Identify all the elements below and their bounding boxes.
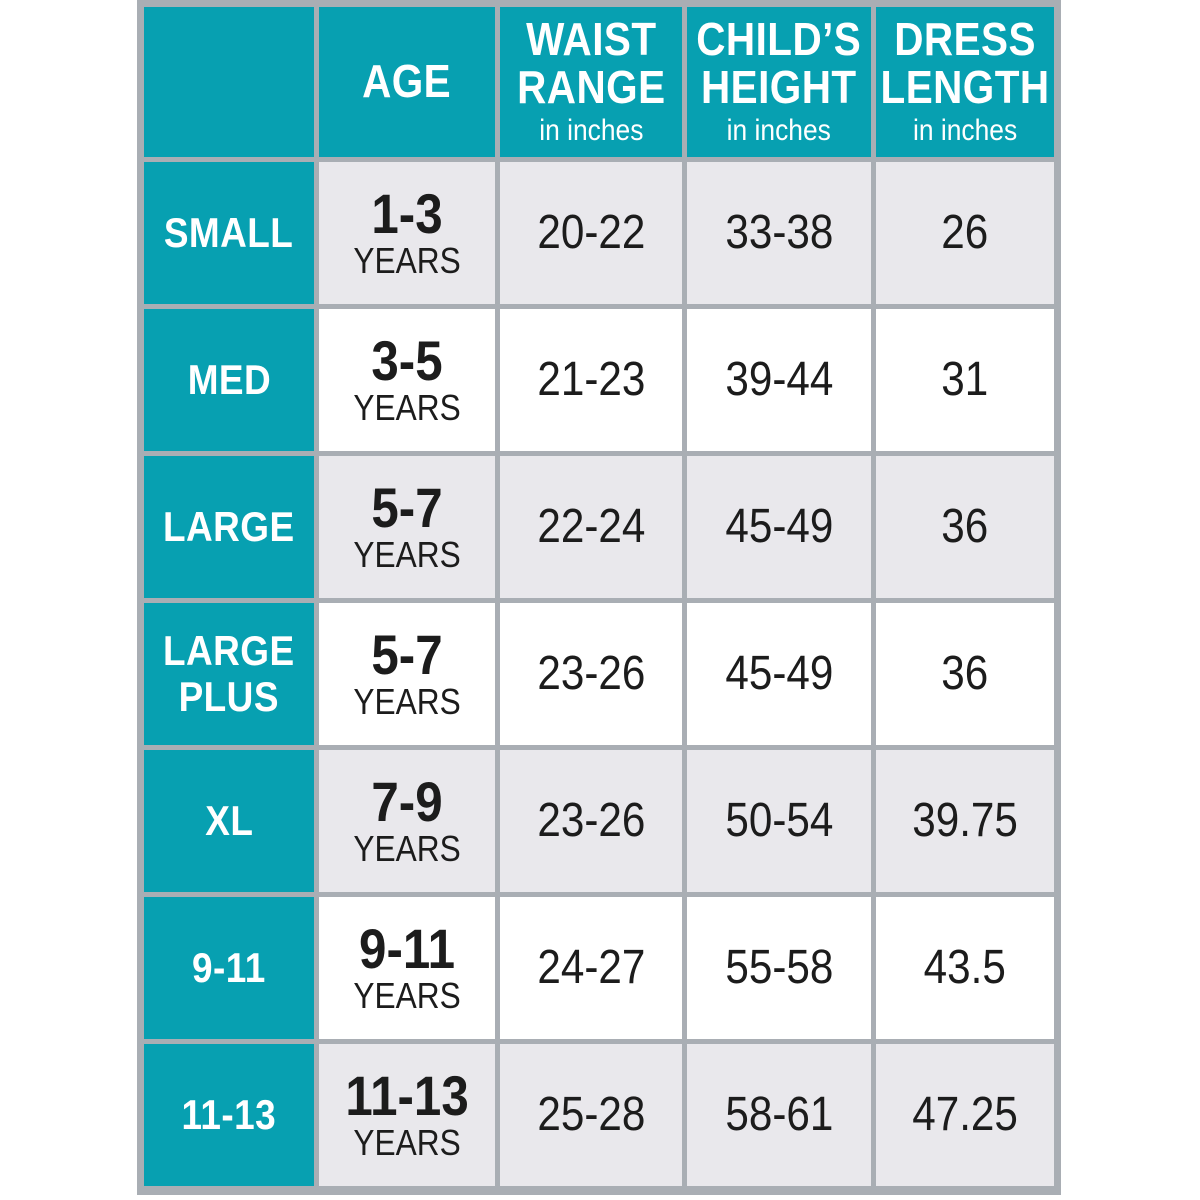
age-value: 5-7 <box>371 623 443 687</box>
size-label: 9-11 <box>192 943 266 991</box>
large-length-cell: 36 <box>876 456 1054 598</box>
waist-value: 24-27 <box>536 941 646 994</box>
size-label: MED <box>187 355 271 403</box>
length-value: 47.25 <box>912 1088 1018 1141</box>
9-11-length-cell: 43.5 <box>876 897 1054 1039</box>
waist-value: 21-23 <box>536 353 646 406</box>
large-plus-height-cell: 45-49 <box>687 603 871 745</box>
column-header-label: AGE <box>362 55 452 108</box>
age-value: 5-7 <box>371 476 443 540</box>
age-unit: YEARS <box>353 1122 461 1164</box>
height-value: 45-49 <box>724 500 834 553</box>
large-size-cell: LARGE <box>144 456 314 598</box>
length-value: 26 <box>941 206 989 259</box>
length-value: 36 <box>941 647 989 700</box>
xl-age-cell: 7-9 YEARS <box>319 750 495 892</box>
childs-height-column-header: CHILD’S HEIGHT in inches <box>687 7 871 157</box>
waist-value: 23-26 <box>536 647 646 700</box>
waist-value: 20-22 <box>536 206 646 259</box>
height-value: 45-49 <box>724 647 834 700</box>
small-height-cell: 33-38 <box>687 162 871 304</box>
height-value: 50-54 <box>724 794 834 847</box>
large-plus-waist-cell: 23-26 <box>500 603 682 745</box>
age-value: 11-13 <box>345 1064 469 1128</box>
age-value: 7-9 <box>371 770 443 834</box>
med-height-cell: 39-44 <box>687 309 871 451</box>
column-header-sublabel: in inches <box>726 113 832 147</box>
length-value: 43.5 <box>923 941 1007 994</box>
small-age-cell: 1-3 YEARS <box>319 162 495 304</box>
age-column-header: AGE <box>319 7 495 157</box>
11-13-waist-cell: 25-28 <box>500 1044 682 1186</box>
small-length-cell: 26 <box>876 162 1054 304</box>
small-size-cell: SMALL <box>144 162 314 304</box>
xl-waist-cell: 23-26 <box>500 750 682 892</box>
med-size-cell: MED <box>144 309 314 451</box>
large-plus-size-cell: LARGE PLUS <box>144 603 314 745</box>
large-age-cell: 5-7 YEARS <box>319 456 495 598</box>
age-unit: YEARS <box>353 681 461 723</box>
height-value: 55-58 <box>724 941 834 994</box>
xl-height-cell: 50-54 <box>687 750 871 892</box>
height-value: 39-44 <box>724 353 834 406</box>
age-unit: YEARS <box>353 828 461 870</box>
age-value: 1-3 <box>371 182 443 246</box>
size-label: LARGE <box>163 502 295 550</box>
11-13-length-cell: 47.25 <box>876 1044 1054 1186</box>
column-header-label-line2: LENGTH <box>880 60 1050 113</box>
height-value: 58-61 <box>724 1088 834 1141</box>
size-chart-table: AGE WAIST RANGE in inches CHILD’S HEIGHT… <box>137 0 1061 1195</box>
xl-size-cell: XL <box>144 750 314 892</box>
length-value: 36 <box>941 500 989 553</box>
small-waist-cell: 20-22 <box>500 162 682 304</box>
large-height-cell: 45-49 <box>687 456 871 598</box>
9-11-height-cell: 55-58 <box>687 897 871 1039</box>
large-plus-length-cell: 36 <box>876 603 1054 745</box>
column-header-label: WAIST <box>525 12 657 65</box>
9-11-age-cell: 9-11 YEARS <box>319 897 495 1039</box>
9-11-size-cell: 9-11 <box>144 897 314 1039</box>
age-unit: YEARS <box>353 387 461 429</box>
age-value: 9-11 <box>359 917 455 981</box>
11-13-size-cell: 11-13 <box>144 1044 314 1186</box>
11-13-height-cell: 58-61 <box>687 1044 871 1186</box>
size-label: XL <box>204 796 254 844</box>
size-label: SMALL <box>164 208 294 256</box>
size-label-line2: PLUS <box>178 673 280 720</box>
column-header-label: DRESS <box>894 12 1036 65</box>
large-waist-cell: 22-24 <box>500 456 682 598</box>
med-waist-cell: 21-23 <box>500 309 682 451</box>
column-header-label-line2: HEIGHT <box>701 60 857 113</box>
9-11-waist-cell: 24-27 <box>500 897 682 1039</box>
dress-length-column-header: DRESS LENGTH in inches <box>876 7 1054 157</box>
height-value: 33-38 <box>724 206 834 259</box>
age-unit: YEARS <box>353 240 461 282</box>
waist-value: 23-26 <box>536 794 646 847</box>
column-header-label-line2: RANGE <box>516 60 666 113</box>
med-length-cell: 31 <box>876 309 1054 451</box>
waist-range-column-header: WAIST RANGE in inches <box>500 7 682 157</box>
med-age-cell: 3-5 YEARS <box>319 309 495 451</box>
age-value: 3-5 <box>371 329 443 393</box>
length-value: 39.75 <box>912 794 1018 847</box>
column-header-sublabel: in inches <box>538 113 644 147</box>
11-13-age-cell: 11-13 YEARS <box>319 1044 495 1186</box>
waist-value: 22-24 <box>536 500 646 553</box>
xl-length-cell: 39.75 <box>876 750 1054 892</box>
column-header-label: CHILD’S <box>696 12 862 65</box>
waist-value: 25-28 <box>536 1088 646 1141</box>
age-unit: YEARS <box>353 975 461 1017</box>
large-plus-age-cell: 5-7 YEARS <box>319 603 495 745</box>
age-unit: YEARS <box>353 534 461 576</box>
size-label: LARGE <box>163 626 295 674</box>
length-value: 31 <box>941 353 989 406</box>
column-header-sublabel: in inches <box>912 113 1018 147</box>
corner-header-cell <box>144 7 314 157</box>
size-label: 11-13 <box>181 1090 277 1138</box>
